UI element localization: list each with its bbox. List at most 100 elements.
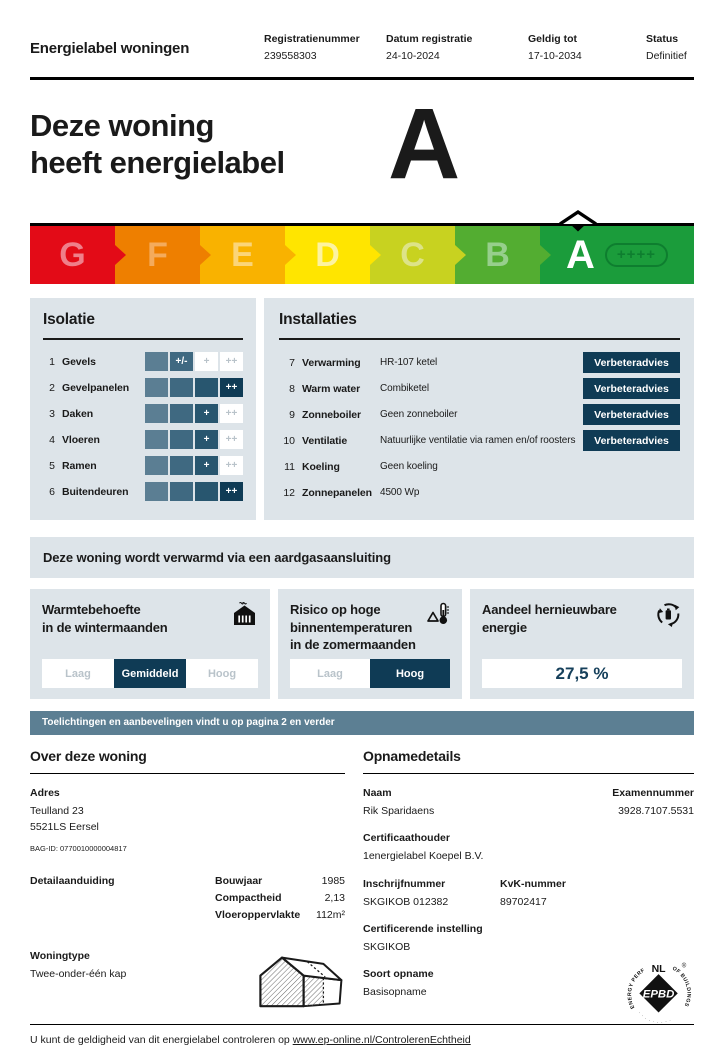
warmtebehoefte-card: Warmtebehoefte in de wintermaanden bbox=[30, 589, 270, 699]
rating-cell bbox=[195, 482, 218, 501]
verbeteradvies-button[interactable]: Verbeteradvies bbox=[583, 404, 680, 425]
chevron-right-icon bbox=[540, 245, 551, 265]
current-label-marker-icon bbox=[558, 209, 598, 238]
bag-id: BAG-ID: 0770010000004817 bbox=[30, 843, 127, 853]
isolatie-row-buitendeuren: 6 Buitendeuren ++ bbox=[43, 482, 243, 501]
scale-segment-f: F bbox=[115, 226, 200, 284]
isolatie-row-daken: 3 Daken + ++ bbox=[43, 404, 243, 423]
details-section: Over deze woning Adres Teulland 23 5521LS… bbox=[30, 748, 694, 1032]
risico-toggle: Laag Hoog bbox=[290, 659, 450, 688]
scale-letter: B bbox=[485, 235, 510, 274]
installaties-title: Installaties bbox=[279, 311, 680, 340]
installaties-panel: Installaties 7 Verwarming HR-107 ketel V… bbox=[264, 298, 694, 520]
rating-cell: ++ bbox=[220, 352, 243, 371]
verification-link[interactable]: www.ep-online.nl/ControlerenEchtheid bbox=[292, 1034, 471, 1046]
svg-text:· · · · · · · · ·: · · · · · · · · · bbox=[637, 1010, 672, 1024]
warmte-toggle: Laag Gemiddeld Hoog bbox=[42, 659, 258, 688]
isolatie-title: Isolatie bbox=[43, 311, 243, 340]
chevron-right-icon bbox=[115, 245, 126, 265]
scale-segment-c: C bbox=[370, 226, 455, 284]
hernieuwbare-energie-card: Aandeel hernieuwbare energie bbox=[470, 589, 694, 699]
option-hoog: Hoog bbox=[207, 667, 237, 680]
svg-text:EPBD: EPBD bbox=[643, 988, 675, 1000]
installaties-row-zonneboiler: 9 Zonneboiler Geen zonneboiler Verbetera… bbox=[279, 404, 680, 425]
notice-bar: Toelichtingen en aanbevelingen vindt u o… bbox=[30, 711, 694, 735]
option-gemiddeld-selected: Gemiddeld bbox=[114, 659, 186, 688]
rating-cell bbox=[145, 430, 168, 449]
rating-cell bbox=[145, 378, 168, 397]
verbeteradvies-button[interactable]: Verbeteradvies bbox=[583, 430, 680, 451]
heated-house-icon bbox=[231, 601, 258, 636]
rating-cell: + bbox=[195, 352, 218, 371]
detailaanduiding-block: Detailaanduiding Bouwjaar 1985 Compacthei… bbox=[30, 875, 345, 926]
soort-opname-field: Soort opname Basisopname bbox=[363, 968, 434, 999]
energy-scale-bar: G F E D C B A ++++ bbox=[30, 223, 694, 284]
header-fields: Registratienummer 239558303 Datum regist… bbox=[264, 31, 694, 65]
card-title: Aandeel hernieuwbare energie bbox=[482, 602, 617, 635]
scale-segment-b: B bbox=[455, 226, 540, 284]
isolatie-row-ramen: 5 Ramen + ++ bbox=[43, 456, 243, 475]
indicator-cards: Warmtebehoefte in de wintermaanden bbox=[30, 589, 694, 699]
woningtype-block: Woningtype Twee-onder-één kap bbox=[30, 950, 345, 1017]
rating-cell bbox=[145, 352, 168, 371]
verbeteradvies-button[interactable]: Verbeteradvies bbox=[583, 352, 680, 373]
opnamedetails-column: Opnamedetails Naam Rik Sparidaens Examen… bbox=[363, 748, 694, 1032]
isolatie-row-gevelpanelen: 2 Gevelpanelen ++ bbox=[43, 378, 243, 397]
card-title: Warmtebehoefte in de wintermaanden bbox=[42, 602, 168, 635]
energy-label-page: Energielabel woningen Registratienummer … bbox=[0, 27, 724, 1051]
rating-cell: ++ bbox=[220, 482, 243, 501]
rating-cell bbox=[170, 404, 193, 423]
option-hoog-selected: Hoog bbox=[370, 659, 450, 688]
epbd-logo-icon: ENERGY PERFORM OF BUILDINGS DI · · · · ·… bbox=[622, 953, 694, 1032]
rating-cells: ++ bbox=[145, 378, 243, 397]
kvk-field: KvK-nummer 89702417 bbox=[500, 877, 566, 908]
scale-letter: E bbox=[231, 235, 254, 274]
verbeteradvies-button[interactable]: Verbeteradvies bbox=[583, 378, 680, 399]
panels-row: Isolatie 1 Gevels +/- + ++ 2 Gevelpanelen … bbox=[30, 298, 694, 520]
isolatie-row-vloeren: 4 Vloeren + ++ bbox=[43, 430, 243, 449]
rating-cell: ++ bbox=[220, 404, 243, 423]
rating-cells: + ++ bbox=[145, 456, 243, 475]
rating-cell: ++ bbox=[220, 456, 243, 475]
valid-until-field: Geldig tot 17-10-2034 bbox=[528, 33, 582, 62]
registration-number-field: Registratienummer 239558303 bbox=[264, 33, 360, 62]
svg-text:ENERGY PERFORM: ENERGY PERFORM bbox=[624, 957, 647, 1009]
rating-cell: + bbox=[195, 404, 218, 423]
registration-date-field: Datum registratie 24-10-2024 bbox=[386, 33, 473, 62]
option-laag: Laag bbox=[65, 667, 91, 680]
energy-scale: G F E D C B A ++++ bbox=[30, 209, 694, 284]
isolatie-panel: Isolatie 1 Gevels +/- + ++ 2 Gevelpanelen … bbox=[30, 298, 256, 520]
chevron-right-icon bbox=[455, 245, 466, 265]
scale-letter: C bbox=[400, 235, 425, 274]
document-header: Energielabel woningen Registratienummer … bbox=[30, 27, 694, 69]
rating-cell bbox=[195, 378, 218, 397]
rating-cell: + bbox=[195, 430, 218, 449]
overheating-thermometer-icon bbox=[425, 601, 450, 654]
rating-cell bbox=[170, 456, 193, 475]
naam-field: Naam Rik Sparidaens bbox=[363, 787, 435, 817]
scale-letter: D bbox=[315, 235, 340, 274]
installaties-row-koeling: 11 Koeling Geen koeling bbox=[284, 460, 438, 473]
hero-title: Deze woning heeft energielabel bbox=[30, 107, 285, 180]
over-deze-woning-column: Over deze woning Adres Teulland 23 5521LS… bbox=[30, 748, 345, 1032]
rating-cell bbox=[145, 482, 168, 501]
scale-letter: F bbox=[147, 235, 168, 274]
scale-segment-e: E bbox=[200, 226, 285, 284]
scale-segment-g: G bbox=[30, 226, 115, 284]
installaties-row-ventilatie: 10 Ventilatie Natuurlijke ventilatie via… bbox=[279, 430, 680, 451]
section-title: Over deze woning bbox=[30, 748, 345, 774]
scale-letter: G bbox=[59, 235, 86, 274]
rating-cells: +/- + ++ bbox=[145, 352, 243, 371]
heating-banner: Deze woning wordt verwarmd via een aardg… bbox=[30, 537, 694, 578]
rating-cells: ++ bbox=[145, 482, 243, 501]
svg-text:NL: NL bbox=[652, 963, 667, 975]
rating-cell: +/- bbox=[170, 352, 193, 371]
rating-cell bbox=[170, 430, 193, 449]
detail-table: Bouwjaar 1985 Compactheid 2,13 Vloeropperv… bbox=[215, 874, 345, 921]
footer: U kunt de geldigheid van dit energielabe… bbox=[30, 1024, 694, 1046]
rating-cells: + ++ bbox=[145, 430, 243, 449]
renewable-energy-icon bbox=[655, 601, 682, 636]
rating-cell: ++ bbox=[220, 378, 243, 397]
rating-cell bbox=[145, 456, 168, 475]
adres-field: Adres Teulland 23 5521LS Eersel BAG-ID: 0… bbox=[30, 787, 345, 853]
